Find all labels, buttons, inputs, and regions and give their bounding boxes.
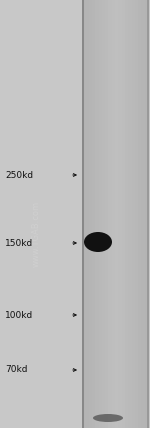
Bar: [99, 0, 102, 428]
Bar: [128, 0, 132, 428]
Bar: [82, 0, 86, 428]
Bar: [112, 0, 116, 428]
Bar: [125, 0, 129, 428]
Bar: [138, 0, 142, 428]
Text: 100kd: 100kd: [5, 310, 33, 319]
Bar: [95, 0, 99, 428]
Bar: [89, 0, 92, 428]
Bar: [82, 0, 84, 428]
Ellipse shape: [84, 232, 112, 252]
Bar: [135, 0, 139, 428]
Ellipse shape: [93, 414, 123, 422]
Bar: [141, 0, 145, 428]
Bar: [102, 0, 106, 428]
Bar: [108, 0, 112, 428]
Bar: [118, 0, 122, 428]
Bar: [132, 0, 135, 428]
Bar: [147, 0, 148, 428]
Bar: [85, 0, 89, 428]
Text: 250kd: 250kd: [5, 170, 33, 179]
Bar: [92, 0, 96, 428]
Bar: [115, 0, 119, 428]
Bar: [82, 0, 148, 428]
Bar: [145, 0, 148, 428]
Text: 150kd: 150kd: [5, 238, 33, 247]
Text: www.TGAB.com: www.TGAB.com: [32, 201, 40, 267]
Bar: [105, 0, 109, 428]
Bar: [122, 0, 125, 428]
Text: 70kd: 70kd: [5, 366, 27, 374]
